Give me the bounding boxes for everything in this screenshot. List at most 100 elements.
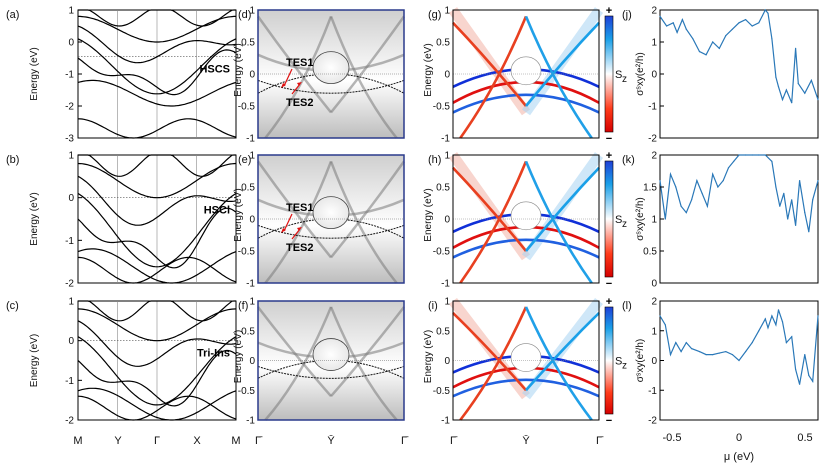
sigma-data-point bbox=[751, 154, 753, 156]
surface-panel-1: 1 0.5 0 -0.5 -1 Energy (eV) (d) TES1 TES2 bbox=[233, 6, 406, 145]
sigma-data-point bbox=[685, 212, 687, 214]
ytick-label: 1 bbox=[68, 6, 74, 17]
sigma-data-point bbox=[808, 231, 810, 233]
sigma-data-point bbox=[771, 315, 773, 317]
ytick-label: 0 bbox=[444, 356, 450, 367]
sigma-data-point bbox=[758, 330, 760, 332]
ytick-label: 0 bbox=[249, 70, 255, 81]
spin-xtick: Γ̄ bbox=[596, 435, 604, 447]
spin-band bbox=[459, 160, 528, 284]
sigma-data-point bbox=[791, 336, 793, 338]
panel-label: (c) bbox=[6, 300, 19, 312]
band-curve bbox=[77, 336, 237, 406]
sigma-data-point bbox=[804, 212, 806, 214]
arrow-tes1 bbox=[283, 213, 293, 232]
sigma-xtick: 0 bbox=[736, 432, 742, 444]
ytick-label: -0.5 bbox=[238, 386, 256, 397]
panel-label: (d) bbox=[238, 9, 251, 21]
panel-label: (h) bbox=[428, 154, 441, 166]
y-axis-label: Energy (eV) bbox=[29, 192, 40, 245]
y-axis-label: σˢxy(e²/h) bbox=[635, 52, 646, 95]
sigma-data-point bbox=[718, 352, 720, 354]
arrowhead-tes1 bbox=[281, 228, 286, 233]
sigma-data-point bbox=[725, 351, 727, 353]
x-axis-labels: M Y Γ X M Γ̄ Ȳ Γ̄ Γ̄ Ȳ Γ̄ -0.5 0 0.5 μ (eV) bbox=[73, 432, 812, 463]
ytick-label: -2 bbox=[65, 279, 74, 290]
ytick-label: -1 bbox=[648, 102, 657, 113]
sigma-data-point bbox=[799, 383, 801, 385]
bulk-band bbox=[329, 15, 398, 139]
sigma-data-point bbox=[669, 354, 672, 356]
spin-xtick: Γ̄ bbox=[450, 435, 458, 447]
arrowhead-tes1 bbox=[281, 83, 286, 88]
colorbar-plus: + bbox=[606, 150, 612, 162]
sigma-data-point bbox=[691, 199, 693, 201]
ytick-label: 1 bbox=[444, 6, 450, 17]
spin-band bbox=[459, 15, 528, 139]
panel-label: (b) bbox=[6, 154, 19, 166]
ytick-label: 1 bbox=[249, 297, 255, 308]
ytick-label: 2 bbox=[651, 6, 657, 17]
ytick-label: -0.5 bbox=[433, 102, 451, 113]
annotation-tes2: TES2 bbox=[286, 97, 314, 109]
material-tag: Tri-Ins bbox=[197, 348, 230, 360]
surface-xtick: Γ̄ bbox=[401, 435, 409, 447]
ytick-label: 0 bbox=[444, 70, 450, 81]
sigma-data-point bbox=[712, 173, 714, 175]
surface-frame bbox=[257, 300, 405, 421]
sigma-data-point bbox=[691, 348, 693, 350]
surface-panel-2: 1 0.5 0 -0.5 -1 Energy (eV) (e) TES1 TES2 bbox=[233, 151, 406, 290]
sigma-data-point bbox=[758, 22, 760, 24]
panel-label: (l) bbox=[622, 300, 632, 312]
ytick-label: 0.5 bbox=[436, 183, 450, 194]
sigma-panel-2: 2 1.5 1 0.5 0 σˢxy(e²/h) (k) bbox=[622, 151, 819, 290]
sigma-data-point bbox=[767, 327, 769, 329]
ytick-label: -2 bbox=[648, 416, 657, 427]
sigma-data-point bbox=[775, 186, 777, 188]
sigma-data-point bbox=[705, 54, 707, 56]
sigma-data-point bbox=[738, 359, 740, 362]
sigma-data-point bbox=[666, 25, 668, 27]
sigma-data-point bbox=[779, 205, 781, 207]
surface-xtick: Γ̄ bbox=[255, 435, 263, 447]
sigma-data-point bbox=[812, 380, 814, 382]
sigma-data-point bbox=[712, 354, 714, 356]
colorbar-label: S bbox=[615, 356, 622, 368]
y-axis-label: Energy (eV) bbox=[423, 43, 434, 96]
sigma-data-point bbox=[672, 22, 674, 24]
sigma-data-point bbox=[717, 186, 719, 188]
y-axis-label: Energy (eV) bbox=[233, 330, 244, 383]
sigma-data-point bbox=[817, 99, 819, 101]
sigma-data-point bbox=[745, 351, 747, 353]
ytick-label: 0 bbox=[68, 193, 74, 204]
spin-band bbox=[524, 15, 593, 139]
bands-panel-3: 1 0 -1 -2 Energy (eV) (c) Tri-Ins bbox=[6, 297, 237, 427]
spin-band bbox=[452, 166, 528, 252]
dirac-ring bbox=[312, 338, 350, 371]
sigma-data-point bbox=[680, 351, 682, 353]
ytick-label: -1 bbox=[65, 70, 74, 81]
sigma-data-point bbox=[675, 342, 677, 344]
sigma-data-point bbox=[745, 154, 747, 156]
bulk-band bbox=[329, 160, 398, 284]
y-axis-label: Energy (eV) bbox=[423, 188, 434, 241]
y-axis-label: Energy (eV) bbox=[423, 330, 434, 383]
band-curve bbox=[78, 154, 236, 177]
sigma-data-point bbox=[685, 342, 687, 344]
sigma-data-point bbox=[804, 92, 806, 94]
sigma-data-point bbox=[781, 99, 784, 101]
sigma-data-point bbox=[712, 41, 714, 43]
bulk-band bbox=[264, 15, 333, 139]
ytick-label: -1 bbox=[441, 416, 450, 427]
colorbar-label: S bbox=[615, 69, 622, 81]
ytick-label: 0 bbox=[651, 279, 657, 290]
sigma-xtick: -0.5 bbox=[663, 432, 682, 444]
ytick-label: -0.5 bbox=[238, 247, 256, 258]
band-curve bbox=[77, 320, 237, 367]
sigma-xlabel: μ (eV) bbox=[724, 451, 754, 463]
colorbar-minus: − bbox=[606, 415, 612, 427]
band-curve bbox=[77, 349, 237, 407]
colorbar-label-sub: z bbox=[622, 219, 627, 230]
arrow-tes2 bbox=[291, 83, 301, 95]
sigma-data-point bbox=[681, 19, 684, 21]
